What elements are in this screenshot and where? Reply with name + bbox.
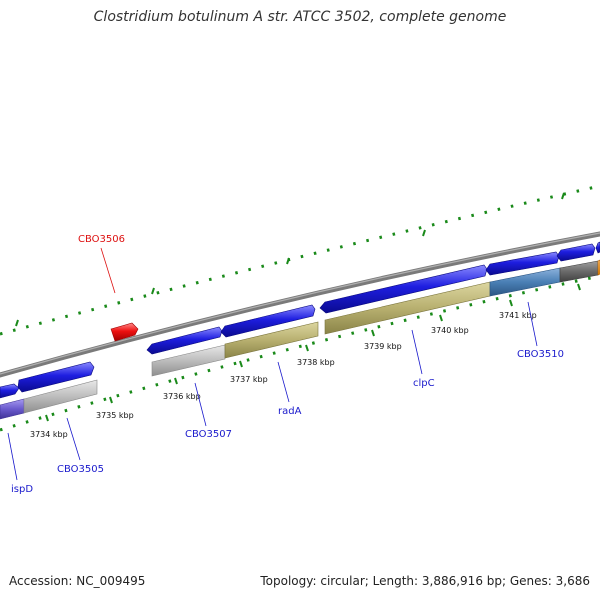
scale-labels: 3734 kbp 3735 kbp 3736 kbp 3737 kbp 3738… bbox=[30, 311, 537, 439]
scale-label: 3737 kbp bbox=[230, 375, 268, 384]
cds-reverse-cbo3506[interactable] bbox=[110, 322, 139, 342]
cds-forward-cbo3507[interactable] bbox=[146, 326, 223, 355]
scale-label: 3736 kbp bbox=[163, 392, 201, 401]
forward-cds-track bbox=[0, 241, 600, 399]
gene-next[interactable] bbox=[559, 260, 599, 283]
cds-forward-edge[interactable] bbox=[595, 241, 600, 254]
gene-label-cbo3510[interactable]: CBO3510 bbox=[517, 349, 564, 360]
cds-forward-cbo3505[interactable] bbox=[17, 361, 95, 393]
scale-label: 3741 kbp bbox=[499, 311, 537, 320]
gene-rada[interactable] bbox=[224, 321, 319, 359]
genome-backbone bbox=[0, 231, 600, 378]
cds-forward-ispd[interactable] bbox=[0, 383, 20, 399]
gene-label-rada[interactable]: radA bbox=[278, 406, 302, 417]
inner-tick-ring bbox=[0, 274, 600, 432]
label-leaders bbox=[7, 247, 538, 481]
gene-label-clpc[interactable]: clpC bbox=[413, 378, 435, 389]
map-title: Clostridium botulinum A str. ATCC 3502, … bbox=[93, 9, 507, 25]
gene-labels: ispD CBO3505 CBO3506 CBO3507 radA clpC C… bbox=[11, 234, 564, 495]
scale-label: 3734 kbp bbox=[30, 430, 68, 439]
genome-backbone-highlight bbox=[0, 232, 600, 375]
gene-label-cbo3507[interactable]: CBO3507 bbox=[185, 429, 232, 440]
gene-label-ispd[interactable]: ispD bbox=[11, 484, 33, 495]
gene-label-cbo3506[interactable]: CBO3506 bbox=[78, 234, 125, 245]
gene-cbo3505[interactable] bbox=[23, 379, 98, 414]
genome-stats-text: Topology: circular; Length: 3,886,916 bp… bbox=[260, 574, 590, 588]
scale-label: 3735 kbp bbox=[96, 411, 134, 420]
cds-forward-cbo3510[interactable] bbox=[485, 251, 560, 276]
scale-label: 3739 kbp bbox=[364, 342, 402, 351]
gene-label-cbo3505[interactable]: CBO3505 bbox=[57, 464, 104, 475]
inner-major-ticks bbox=[45, 283, 581, 422]
gene-cbo3507[interactable] bbox=[151, 344, 226, 377]
cds-forward-clpc[interactable] bbox=[319, 264, 488, 314]
accession-text: Accession: NC_009495 bbox=[9, 574, 146, 588]
cds-forward-rada[interactable] bbox=[220, 304, 316, 338]
scale-label: 3740 kbp bbox=[431, 326, 469, 335]
cds-forward-next[interactable] bbox=[556, 243, 596, 262]
gene-track bbox=[0, 259, 600, 420]
gene-ispd[interactable] bbox=[0, 398, 25, 420]
scale-label: 3738 kbp bbox=[297, 358, 335, 367]
outer-major-ticks bbox=[15, 192, 565, 327]
